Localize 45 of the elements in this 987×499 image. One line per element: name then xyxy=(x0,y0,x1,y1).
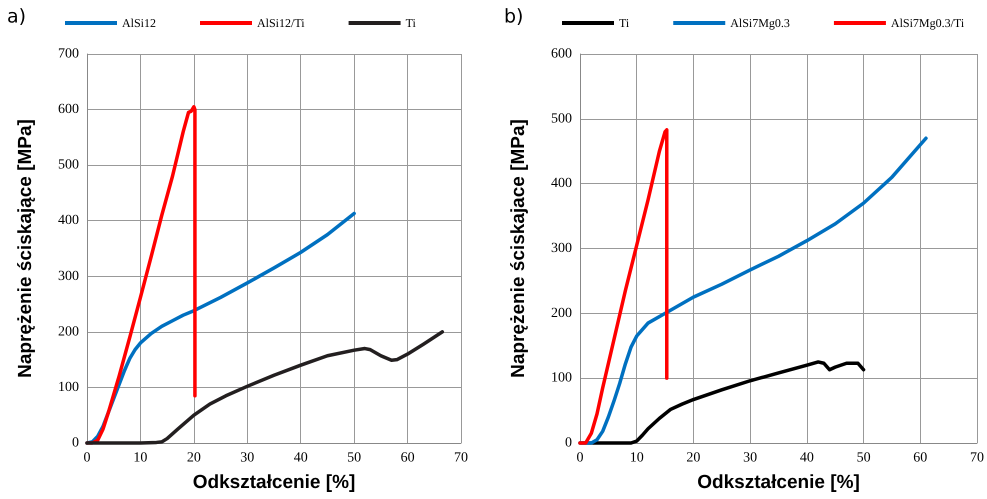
y-tick-label: 200 xyxy=(58,324,79,340)
y-tick-label: 600 xyxy=(58,102,79,118)
legend-label: Ti xyxy=(619,16,630,30)
x-tick-label: 40 xyxy=(294,450,308,466)
y-tick-label: 600 xyxy=(551,46,572,62)
y-tick-label: 500 xyxy=(551,111,572,126)
legend-label: AlSi12/Ti xyxy=(257,16,306,30)
x-tick-label: 0 xyxy=(576,450,584,466)
y-tick-label: 100 xyxy=(551,370,572,386)
x-axis-title: Odkształcenie [%] xyxy=(697,472,860,493)
x-tick-label: 20 xyxy=(686,450,700,466)
y-tick-label: 100 xyxy=(58,380,79,395)
chart-title: b) xyxy=(504,6,524,28)
y-tick-label: 200 xyxy=(551,306,572,321)
x-tick-label: 10 xyxy=(133,450,148,466)
y-axis-title: Naprężenie ściskające [MPa] xyxy=(15,119,36,378)
legend-label: AlSi12 xyxy=(122,16,156,30)
legend-label: AlSi7Mg0.3 xyxy=(730,16,790,30)
x-tick-label: 10 xyxy=(630,450,644,466)
x-tick-label: 20 xyxy=(186,450,201,466)
x-tick-label: 0 xyxy=(84,450,90,466)
y-tick-label: 700 xyxy=(58,46,79,62)
legend-label: AlSi7Mg0.3/Ti xyxy=(890,16,965,30)
x-tick-label: 70 xyxy=(970,450,984,466)
chart-title: a) xyxy=(7,6,26,28)
y-axis-title: Naprężenie ściskajace [MPa] xyxy=(508,119,529,378)
x-tick-label: 50 xyxy=(347,450,362,466)
x-tick-label: 30 xyxy=(743,450,758,466)
y-tick-label: 400 xyxy=(58,213,79,228)
line-series xyxy=(578,128,669,445)
x-axis-title: Odkształcenie [%] xyxy=(192,472,356,493)
y-tick-label: 300 xyxy=(551,241,572,256)
x-tick-label: 60 xyxy=(400,450,415,466)
y-tick-label: 0 xyxy=(72,436,79,450)
line-series xyxy=(85,330,444,445)
x-tick-label: 50 xyxy=(856,450,871,466)
y-tick-label: 400 xyxy=(551,176,572,192)
x-tick-label: 40 xyxy=(800,450,814,466)
x-tick-label: 70 xyxy=(454,450,468,466)
x-tick-label: 60 xyxy=(913,450,928,466)
y-tick-label: 300 xyxy=(58,268,79,284)
y-tick-label: 0 xyxy=(565,436,572,450)
y-tick-label: 500 xyxy=(58,158,79,173)
x-tick-label: 30 xyxy=(240,450,254,466)
legend-label: Ti xyxy=(406,16,416,30)
